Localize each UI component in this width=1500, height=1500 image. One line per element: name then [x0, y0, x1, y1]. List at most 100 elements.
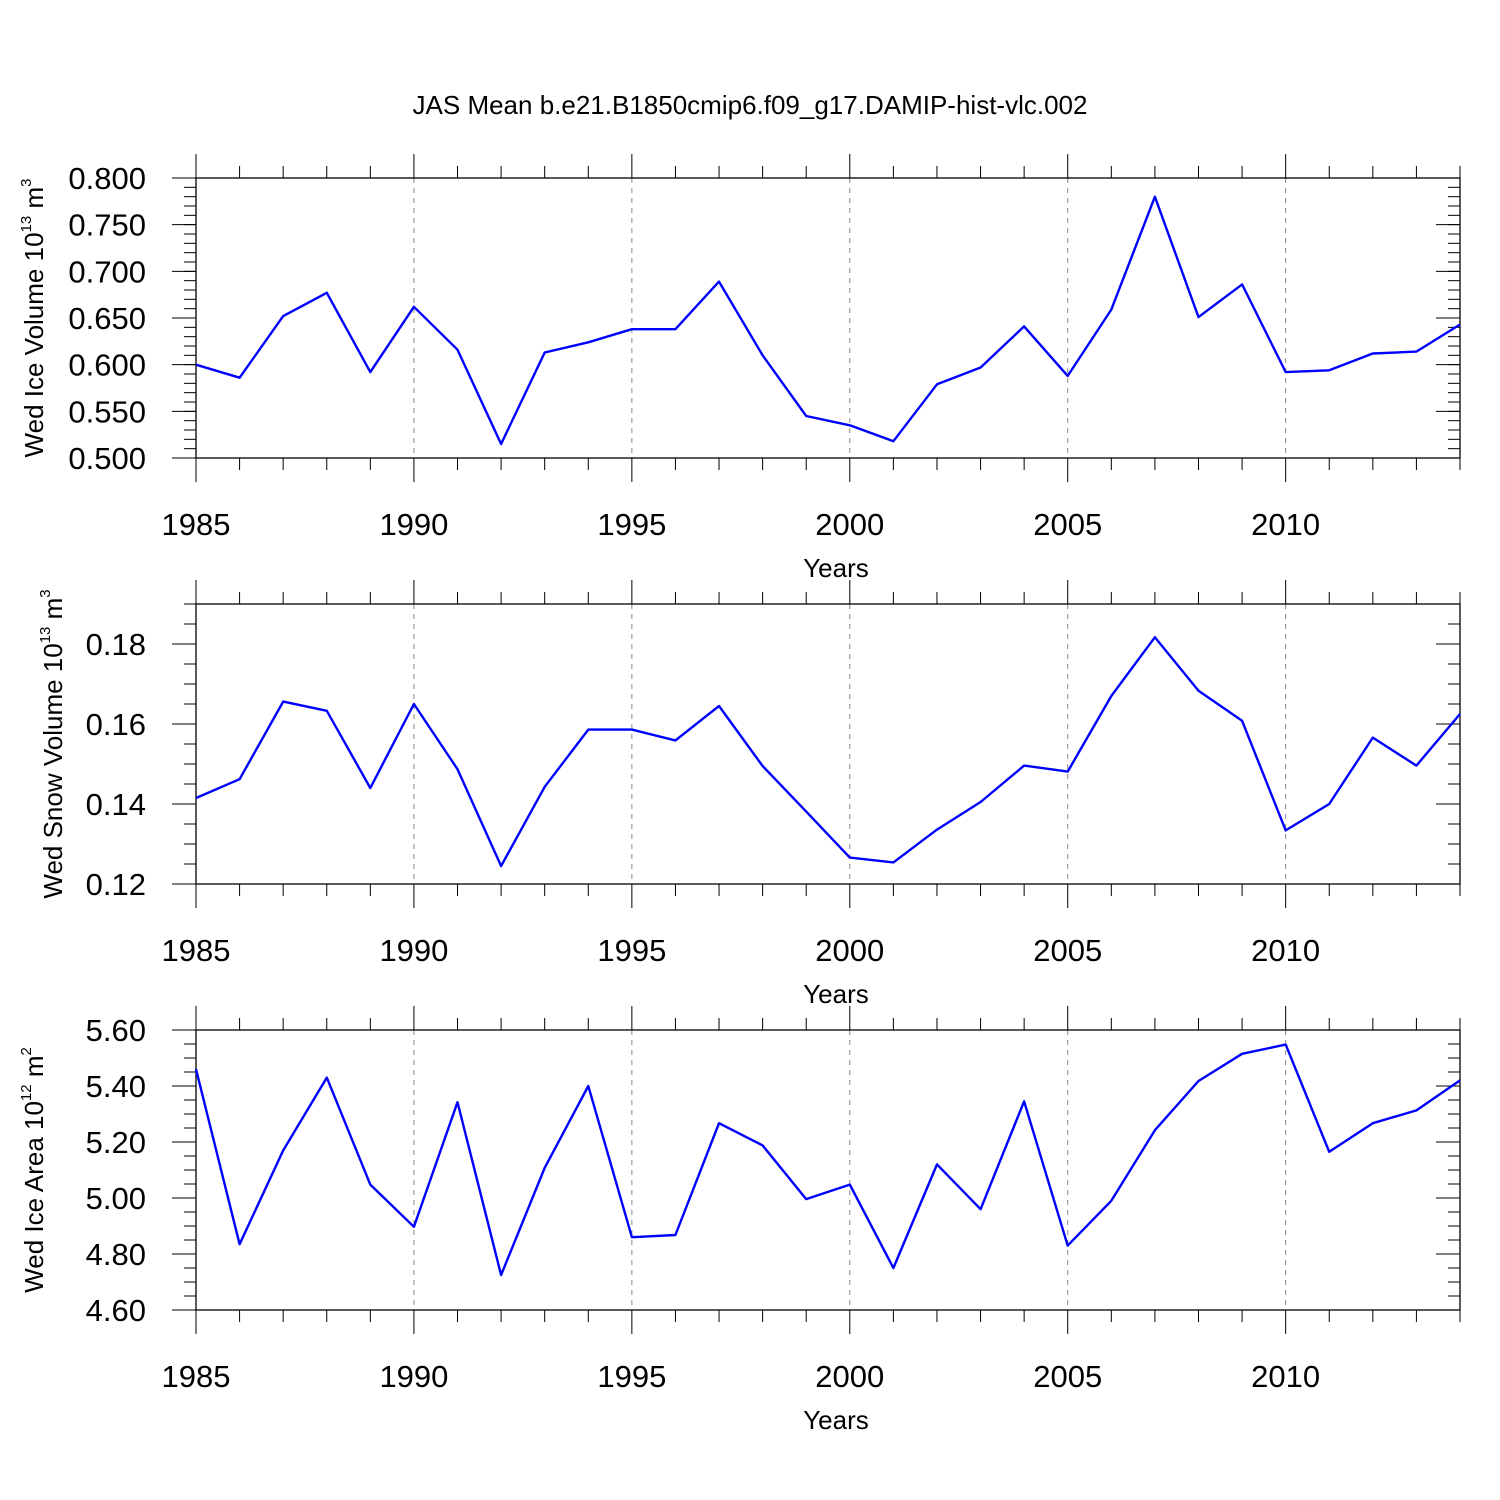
y-tick-label: 4.80	[86, 1237, 146, 1272]
data-point	[325, 1076, 329, 1080]
y-tick-label: 4.60	[86, 1293, 146, 1328]
series-line	[195, 195, 1461, 446]
data-point	[935, 1162, 939, 1166]
data-point	[891, 860, 895, 864]
data-point	[717, 704, 721, 708]
data-point	[1371, 1121, 1375, 1125]
x-tick-label: 1985	[162, 507, 231, 542]
data-point	[1414, 350, 1418, 354]
y-tick-label: 0.650	[68, 301, 146, 336]
x-tick-label: 2005	[1033, 507, 1102, 542]
y-tick-label: 0.600	[68, 348, 146, 383]
x-tick-label: 2010	[1251, 933, 1320, 968]
panel-1: 0.500 0.550 0.600 0.650 0.700 0.750 0.800 1985 1…	[18, 154, 1461, 583]
data-point	[325, 291, 329, 295]
data-point	[586, 728, 590, 732]
y-axis-label: Wed Ice Volume 1013 m3	[18, 179, 49, 458]
y-tick-label: 0.800	[68, 161, 146, 196]
data-point	[412, 305, 416, 309]
data-point	[804, 414, 808, 418]
series-line	[194, 1043, 1461, 1277]
data-point	[1109, 1199, 1113, 1203]
data-point	[1240, 282, 1244, 286]
plot-frame	[195, 603, 1461, 885]
x-tick-label: 1990	[379, 1359, 448, 1394]
data-point	[586, 1084, 590, 1088]
data-point	[1284, 828, 1288, 832]
data-point	[586, 340, 590, 344]
data-point	[1022, 1099, 1026, 1103]
data-point	[804, 1197, 808, 1201]
data-point	[1240, 1052, 1244, 1056]
data-point	[1022, 324, 1026, 328]
data-point	[412, 1225, 416, 1229]
data-point	[979, 800, 983, 804]
x-axis-label: Years	[803, 1405, 869, 1435]
data-point	[1066, 1244, 1070, 1248]
data-point	[238, 777, 242, 781]
chart-title: JAS Mean b.e21.B1850cmip6.f09_g17.DAMIP-…	[413, 90, 1088, 120]
data-point	[1284, 1043, 1288, 1047]
data-point	[1109, 308, 1113, 312]
y-tick-label: 0.550	[68, 394, 146, 429]
data-point	[673, 738, 677, 742]
y-tick-label: 5.20	[86, 1125, 146, 1160]
data-point	[281, 700, 285, 704]
data-point	[1196, 315, 1200, 319]
data-point	[1153, 195, 1157, 199]
data-point	[673, 327, 677, 331]
data-point	[499, 442, 503, 446]
y-tick-label: 0.18	[86, 627, 146, 662]
data-point	[1458, 712, 1462, 716]
x-tick-label: 1995	[597, 507, 666, 542]
data-point	[238, 1242, 242, 1246]
y-tick-label: 5.40	[86, 1069, 146, 1104]
y-tick-label: 5.00	[86, 1181, 146, 1216]
x-tick-label: 1985	[162, 1359, 231, 1394]
data-point	[412, 702, 416, 706]
data-point	[368, 786, 372, 790]
data-point	[848, 423, 852, 427]
y-tick-label: 0.750	[68, 208, 146, 243]
panels: 0.500 0.550 0.600 0.650 0.700 0.750 0.800 1985 1…	[18, 154, 1462, 1435]
data-point	[761, 353, 765, 357]
data-point	[1371, 351, 1375, 355]
panel-3: 4.60 4.80 5.00 5.20 5.40 5.60 1985 1990 1995 2000…	[18, 1006, 1461, 1435]
data-point	[717, 1121, 721, 1125]
data-point	[717, 280, 721, 284]
data-point	[673, 1233, 677, 1237]
data-point	[630, 327, 634, 331]
data-point	[848, 856, 852, 860]
data-point	[368, 370, 372, 374]
data-point	[1109, 694, 1113, 698]
data-point	[630, 728, 634, 732]
data-point	[979, 1207, 983, 1211]
y-tick-label: 5.60	[86, 1013, 146, 1048]
data-point	[935, 382, 939, 386]
data-point	[281, 1148, 285, 1152]
data-point	[238, 376, 242, 380]
data-point	[761, 764, 765, 768]
data-point	[281, 314, 285, 318]
data-point	[456, 348, 460, 352]
data-point	[848, 1183, 852, 1187]
data-point	[1371, 736, 1375, 740]
x-tick-label: 1990	[379, 933, 448, 968]
x-tick-label: 2000	[815, 1359, 884, 1394]
x-tick-label: 2005	[1033, 1359, 1102, 1394]
y-axis-label: Wed Snow Volume 1013 m3	[37, 589, 68, 898]
y-tick-label: 0.700	[68, 254, 146, 289]
data-point	[456, 1100, 460, 1104]
data-point	[1196, 1079, 1200, 1083]
data-point	[1240, 719, 1244, 723]
data-point	[1196, 689, 1200, 693]
x-tick-label: 1995	[597, 1359, 666, 1394]
x-axis-label: Years	[803, 979, 869, 1009]
data-point	[1153, 635, 1157, 639]
x-axis-label: Years	[803, 553, 869, 583]
data-point	[499, 1273, 503, 1277]
x-tick-label: 1995	[597, 933, 666, 968]
plot-frame	[195, 1029, 1461, 1311]
data-point	[194, 1067, 198, 1071]
